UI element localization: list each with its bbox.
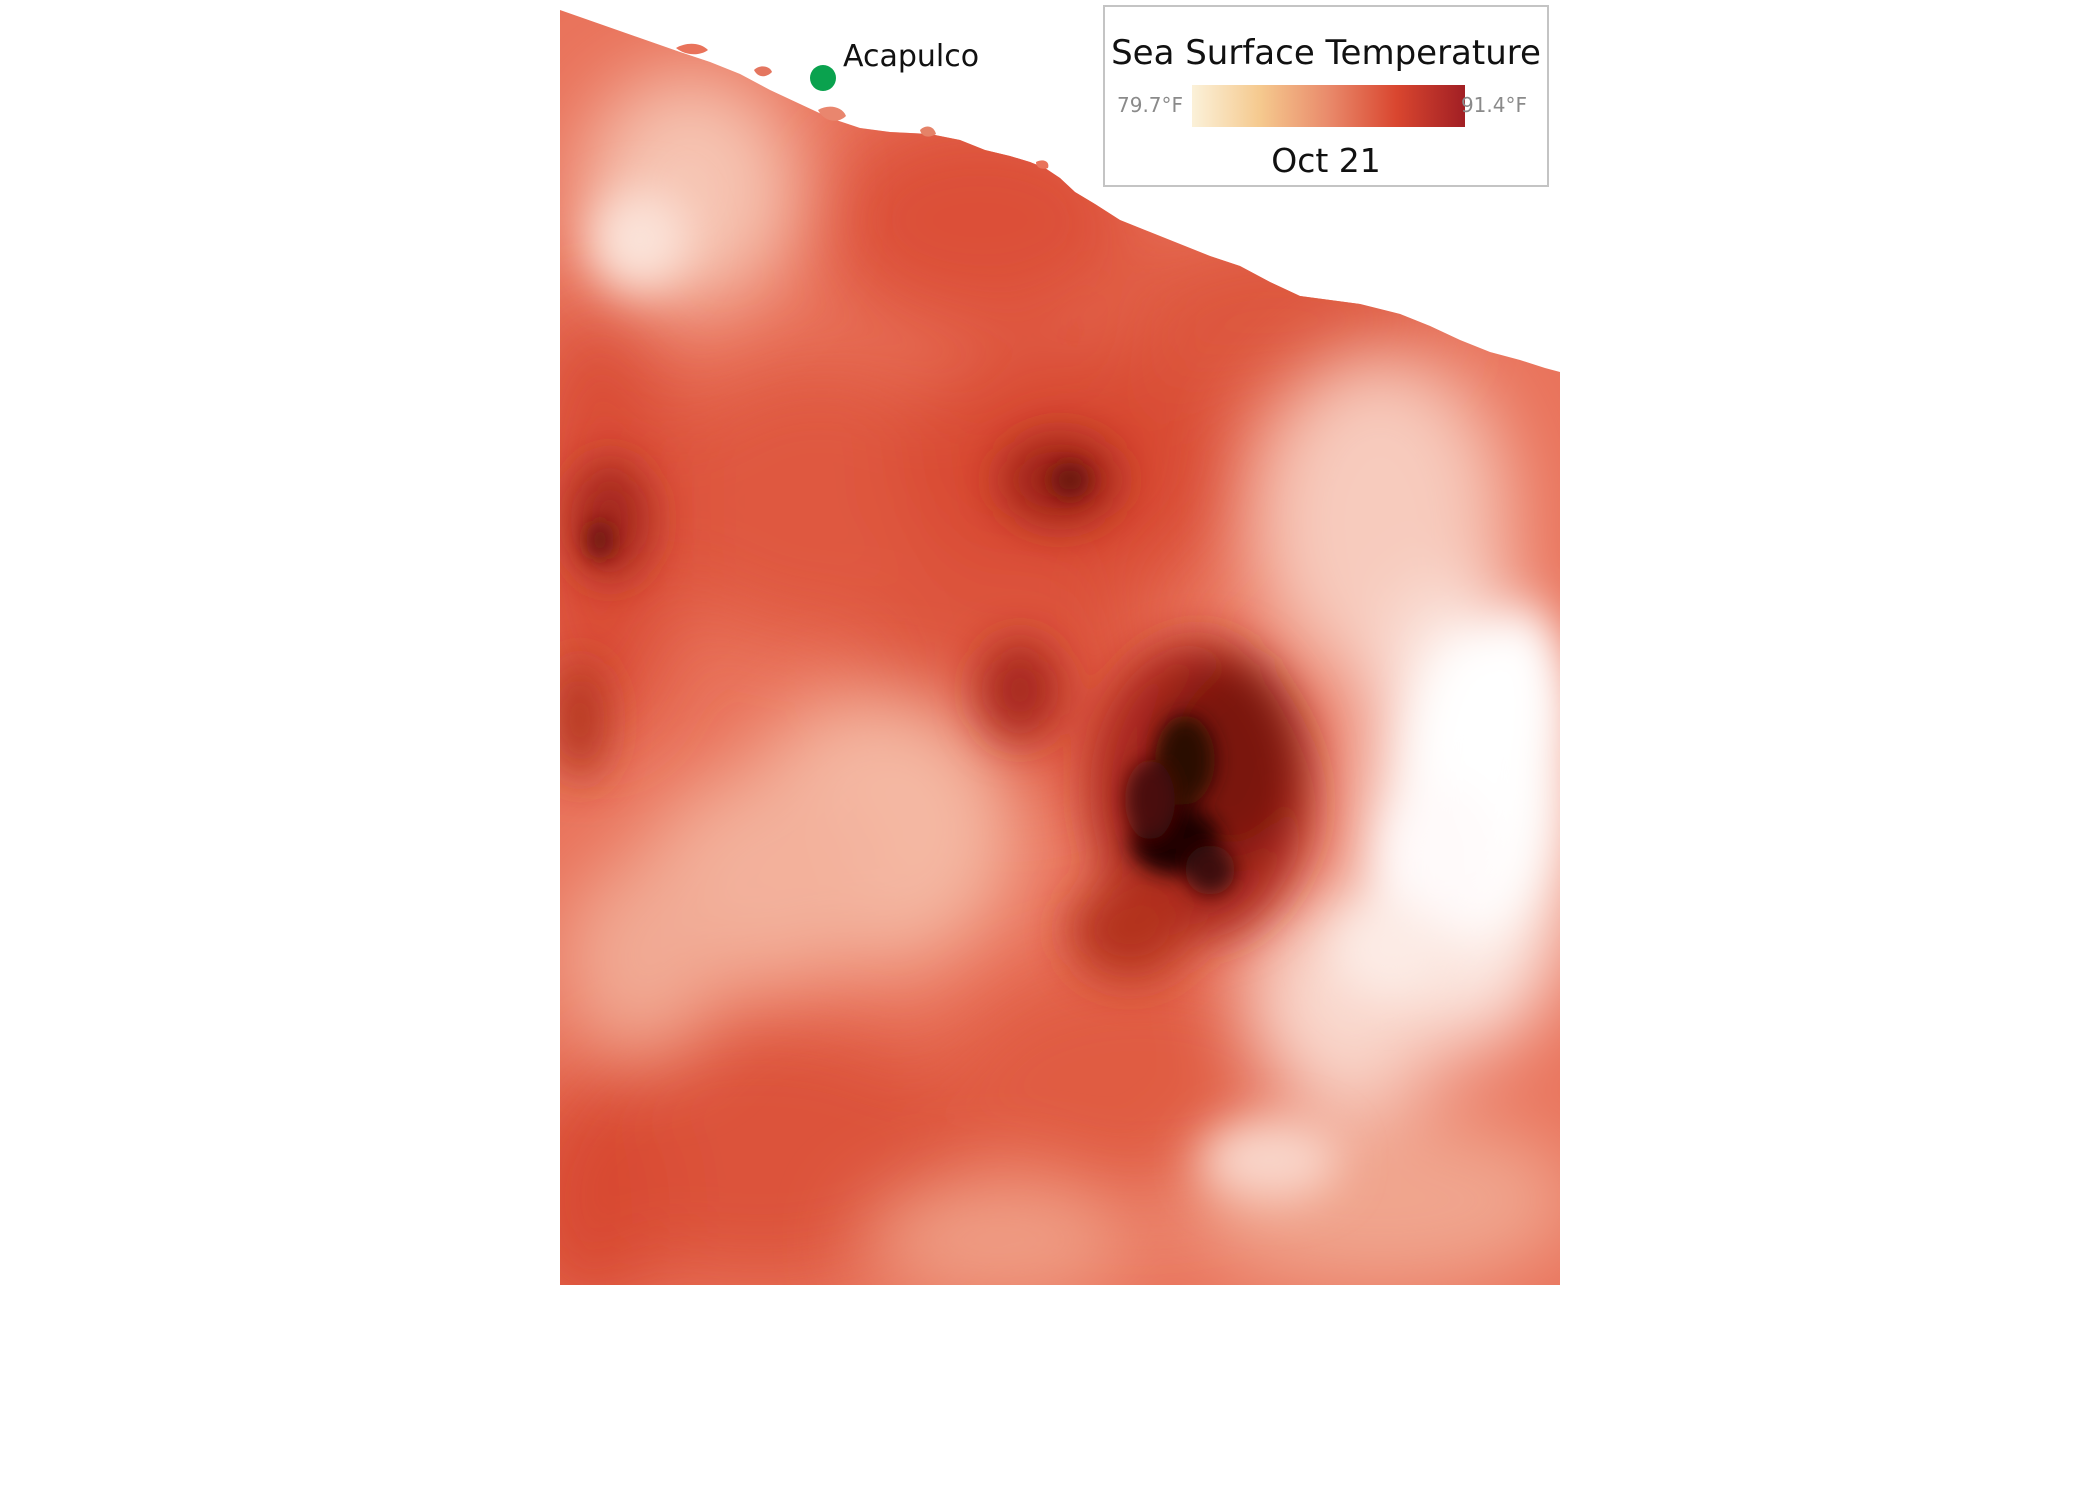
legend-max-label: 91.4°F xyxy=(1460,93,1527,117)
acapulco-label: Acapulco xyxy=(843,39,979,74)
date-label: Oct 21 xyxy=(1271,141,1381,180)
legend: Sea Surface Temperature 79.7°F 91.4°F Oc… xyxy=(1103,5,1549,187)
hottest-core xyxy=(586,462,1235,895)
legend-min-label: 79.7°F xyxy=(1117,93,1184,117)
sst-heat-field xyxy=(560,10,1560,1285)
legend-title: Sea Surface Temperature xyxy=(1111,33,1541,73)
place-acapulco: Acapulco xyxy=(810,39,979,91)
acapulco-marker xyxy=(810,65,836,91)
coastal-islands xyxy=(676,43,1049,169)
legend-color-ramp xyxy=(1192,85,1465,127)
coolest-areas xyxy=(590,190,1560,1200)
